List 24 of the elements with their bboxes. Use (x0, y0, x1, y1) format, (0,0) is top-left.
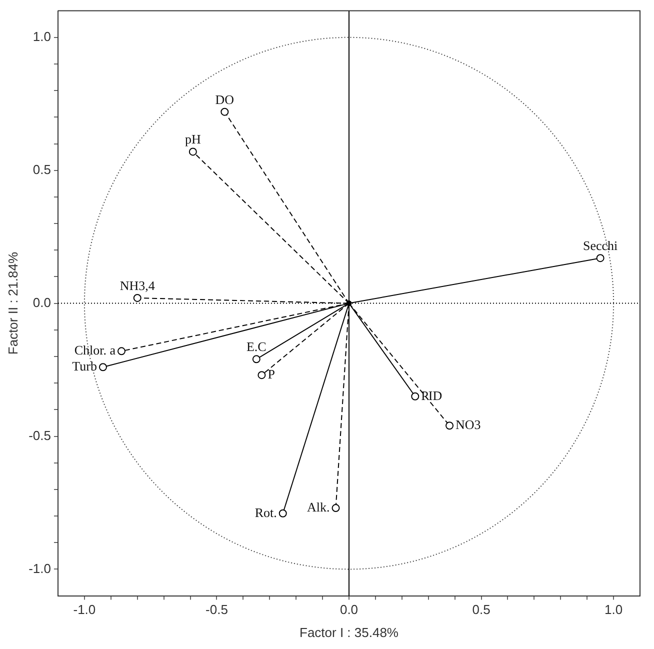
x-tick-label: -1.0 (73, 602, 96, 618)
series-label: Chlor. a (74, 342, 116, 358)
x-axis-title: Factor I : 35.48% (300, 624, 399, 640)
x-tick-label: 0.0 (340, 602, 358, 618)
series-label: Secchi (582, 238, 618, 254)
y-tick-label: 0.5 (32, 162, 51, 177)
y-tick-label: -1.0 (28, 560, 51, 576)
y-tick-label: -0.5 (28, 428, 51, 443)
series-label: Alk. (307, 499, 330, 514)
y-tick-label: 1.0 (32, 28, 51, 44)
series-label: DO (215, 92, 234, 107)
series-label: P (268, 366, 275, 382)
y-axis-title: Factor II : 21.84% (5, 252, 20, 355)
series-label: Rot. (254, 504, 277, 520)
series-label: Turb (72, 358, 97, 374)
x-tick-label: 0.5 (472, 602, 490, 618)
series-label: pH (184, 132, 201, 147)
y-tick-label: 0.0 (32, 294, 51, 310)
x-tick-label: -0.5 (206, 602, 228, 618)
series-label: NH3,4 (120, 278, 156, 293)
series-label: PID (421, 388, 442, 403)
series-label: NO3 (456, 417, 481, 432)
series-label: E.C (246, 339, 266, 354)
x-tick-label: 1.0 (604, 602, 623, 618)
